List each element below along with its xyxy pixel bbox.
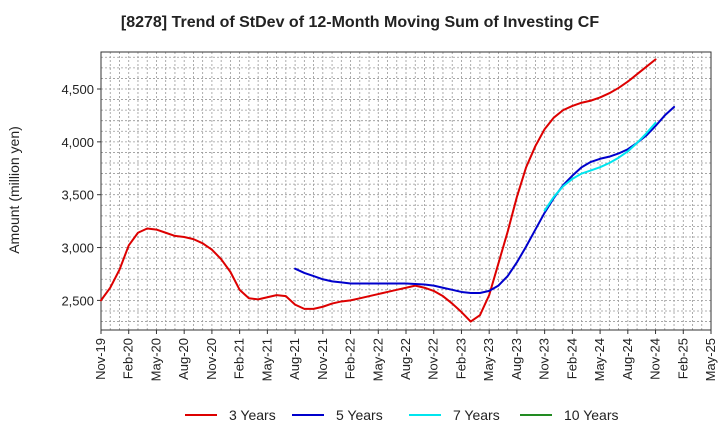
x-tick-label: Aug-24	[620, 338, 635, 380]
x-tick-label: May-23	[481, 338, 496, 381]
series-line-3-years	[100, 58, 657, 323]
x-tick-label: Aug-20	[176, 338, 191, 380]
x-tick-label: Nov-22	[426, 338, 441, 380]
legend-swatch	[520, 414, 552, 416]
x-tick-label: Aug-23	[509, 338, 524, 380]
x-tick-label: May-25	[703, 338, 718, 381]
y-tick-label: 3,500	[61, 188, 94, 203]
x-tick-label: Feb-24	[564, 338, 579, 379]
legend-label: 3 Years	[229, 407, 276, 423]
legend-item-5-years: 5 Years	[292, 404, 383, 426]
x-tick-label: Nov-20	[204, 338, 219, 380]
x-tick-label: May-21	[259, 338, 274, 381]
legend-swatch	[185, 414, 217, 416]
legend-label: 7 Years	[453, 407, 500, 423]
x-tick-label: Nov-19	[93, 338, 108, 380]
x-tick-label: May-20	[148, 338, 163, 381]
x-tick-label: May-24	[592, 338, 607, 381]
x-tick-label: May-22	[370, 338, 385, 381]
y-tick-label: 4,000	[61, 135, 94, 150]
x-tick-label: Feb-20	[121, 338, 136, 379]
x-tick-label: Nov-21	[315, 338, 330, 380]
series-line-5-years	[294, 105, 676, 294]
x-tick-label: Aug-21	[287, 338, 302, 380]
legend-item-3-years: 3 Years	[185, 404, 276, 426]
x-tick-label: Feb-21	[232, 338, 247, 379]
legend-label: 10 Years	[564, 407, 619, 423]
legend-item-7-years: 7 Years	[409, 404, 500, 426]
legend-swatch	[409, 414, 441, 416]
x-tick-label: Nov-24	[648, 338, 663, 380]
y-tick-label: 2,500	[61, 293, 94, 308]
y-tick-label: 3,000	[61, 241, 94, 256]
x-tick-label: Feb-22	[343, 338, 358, 379]
y-tick-label: 4,500	[61, 82, 94, 97]
series-line-7-years	[543, 121, 657, 212]
legend-swatch	[292, 414, 324, 416]
x-tick-label: Nov-23	[537, 338, 552, 380]
x-tick-label: Aug-22	[398, 338, 413, 380]
chart-legend: 3 Years 5 Years 7 Years 10 Years	[0, 404, 720, 426]
x-tick-label: Feb-23	[453, 338, 468, 379]
chart-title: [8278] Trend of StDev of 12-Month Moving…	[120, 14, 600, 31]
legend-item-10-years: 10 Years	[520, 404, 619, 426]
x-tick-label: Feb-25	[675, 338, 690, 379]
legend-label: 5 Years	[336, 407, 383, 423]
